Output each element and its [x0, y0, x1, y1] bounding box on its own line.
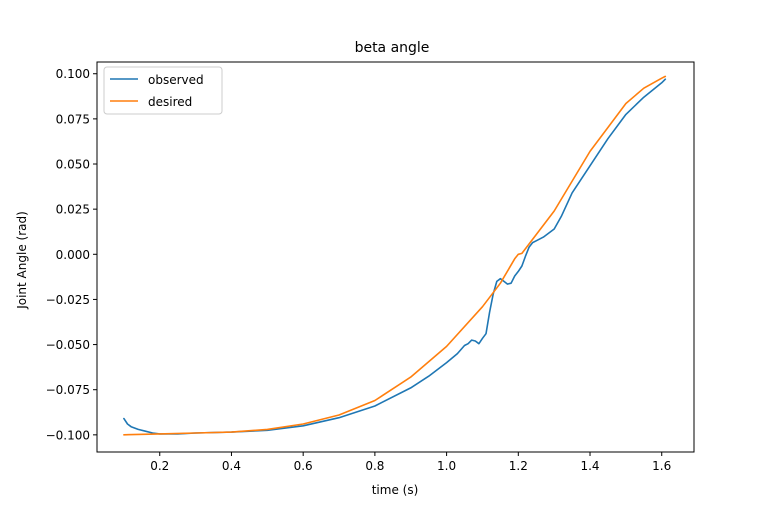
- chart-title: beta angle: [355, 40, 430, 56]
- x-tick-label: 0.6: [294, 459, 313, 473]
- y-tick-label: −0.025: [46, 293, 90, 307]
- legend-label-desired: desired: [148, 95, 192, 109]
- legend: observed desired: [103, 66, 223, 115]
- y-tick-label: 0.000: [56, 248, 90, 262]
- ticks-layer: 0.2 0.4 0.6 0.8 1.0 1.2 1.4 1.6 −0.100 −0.075 −0.0…: [46, 67, 672, 473]
- x-tick-label: 1.0: [437, 459, 456, 473]
- x-tick-label: 1.6: [652, 459, 671, 473]
- x-tick-label: 0.8: [365, 459, 384, 473]
- y-tick-label: −0.050: [46, 338, 90, 352]
- plot-frame: [96, 61, 695, 453]
- x-tick-label: 1.2: [509, 459, 528, 473]
- plot-area: [97, 62, 694, 452]
- y-tick-label: −0.100: [46, 428, 90, 442]
- y-tick-label: 0.050: [56, 158, 90, 172]
- legend-label-observed: observed: [148, 73, 204, 87]
- y-tick-label: 0.100: [56, 67, 90, 81]
- x-tick-label: 0.2: [150, 459, 169, 473]
- x-tick-label: 1.4: [580, 459, 599, 473]
- x-tick-label: 0.4: [222, 459, 241, 473]
- series-layer: [123, 75, 667, 436]
- y-axis-label: Joint Angle (rad): [15, 211, 29, 310]
- y-tick-label: 0.075: [56, 112, 90, 126]
- y-tick-label: −0.075: [46, 383, 90, 397]
- x-axis-label: time (s): [372, 483, 419, 497]
- y-tick-label: 0.025: [56, 203, 90, 217]
- series-line-desired: [123, 75, 667, 436]
